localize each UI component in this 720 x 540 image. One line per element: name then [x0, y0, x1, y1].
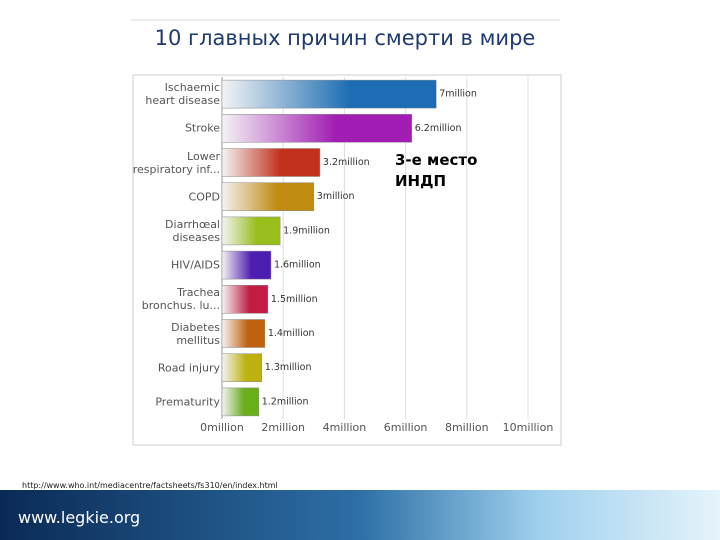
y-tick-label: HIV/AIDS — [171, 258, 220, 272]
value-label: 3million — [317, 191, 355, 202]
x-tick-label: 6million — [384, 421, 428, 434]
value-label: 1.5million — [271, 294, 318, 305]
bar — [221, 114, 412, 143]
value-label: 1.9million — [283, 225, 330, 236]
annotation-line: 3-е место — [395, 151, 478, 169]
bar — [221, 387, 259, 417]
bar — [221, 285, 269, 314]
bar — [221, 148, 321, 177]
y-tick-label: Lower respiratory inf... — [132, 149, 220, 176]
y-tick-label: Diabetes mellitus — [171, 320, 220, 347]
x-tick-label: 0million — [200, 421, 244, 434]
bar — [221, 79, 437, 109]
x-tick-label: 2million — [261, 421, 305, 434]
value-label: 3.2million — [323, 157, 370, 168]
value-label: 1.6million — [274, 260, 321, 271]
y-tick-label: COPD — [188, 190, 220, 204]
bar — [221, 353, 263, 382]
annotation: 3-е место ИНДП — [395, 150, 477, 192]
annotation-line: ИНДП — [395, 172, 447, 190]
bar — [221, 250, 272, 280]
title: 10 главных причин смерти в мире — [154, 26, 536, 50]
x-tick-label: 8million — [445, 421, 489, 434]
bar — [221, 319, 266, 348]
y-tick-label: Ischaemic heart disease — [145, 81, 220, 108]
value-label: 1.2million — [262, 396, 309, 407]
footer: www.legkie.org — [18, 508, 141, 527]
value-label: 7million — [439, 89, 477, 100]
footer-band — [0, 490, 720, 540]
value-label: 6.2million — [415, 123, 462, 134]
x-tick-label: 10million — [503, 421, 554, 434]
bar — [221, 182, 315, 211]
y-tick-label: Prematurity — [155, 395, 220, 409]
source: http://www.who.int/mediacentre/factsheet… — [22, 481, 278, 490]
y-tick-label: Stroke — [184, 121, 220, 135]
y-tick-label: Road injury — [157, 361, 220, 375]
y-tick-label: Diarrhœal diseases — [165, 217, 220, 244]
x-tick-label: 4million — [323, 421, 367, 434]
value-label: 1.3million — [265, 362, 312, 373]
bar — [221, 216, 281, 246]
y-tick-label: Trachea bronchus. lu... — [141, 286, 220, 313]
value-label: 1.4million — [268, 328, 315, 339]
